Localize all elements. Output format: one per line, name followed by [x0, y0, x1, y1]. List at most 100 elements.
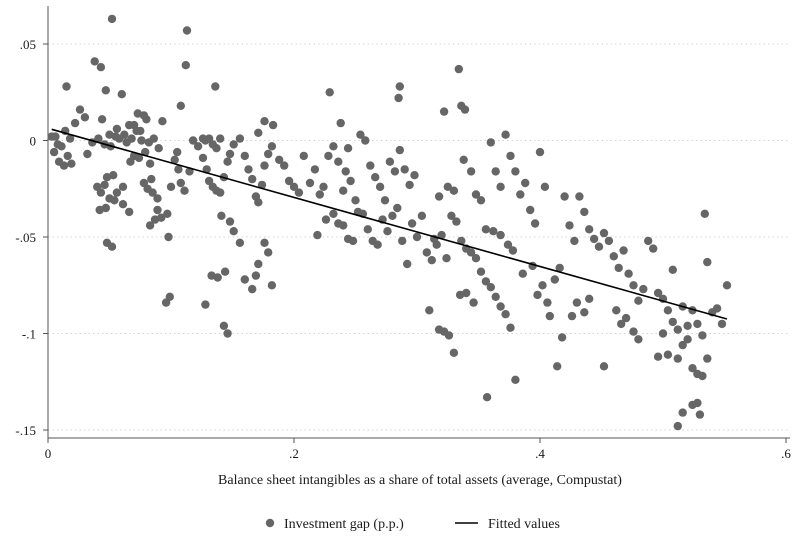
scatter-point: [267, 142, 277, 151]
scatter-point: [313, 230, 322, 240]
scatter-point: [97, 115, 107, 124]
scatter-point: [67, 159, 76, 168]
scatter-point: [560, 192, 569, 201]
scatter-point: [134, 153, 144, 163]
scatter-point: [112, 188, 122, 197]
scatter-point: [96, 188, 106, 197]
scatter-point: [712, 304, 722, 313]
scatter-point: [127, 134, 136, 143]
scatter-point: [678, 408, 687, 417]
y-tick-label: -.15: [15, 423, 36, 438]
scatter-point: [388, 211, 397, 220]
scatter-point: [476, 267, 486, 276]
scatter-point: [181, 60, 190, 70]
scatter-point: [624, 269, 633, 278]
scatter-point: [437, 230, 446, 240]
scatter-point: [491, 292, 500, 301]
scatter-point: [310, 165, 320, 174]
scatter-point: [629, 327, 638, 336]
scatter-point: [567, 311, 577, 321]
scatter-point: [410, 171, 419, 180]
scatter-point: [538, 281, 547, 290]
scatter-point: [533, 290, 542, 300]
scatter-point: [621, 313, 631, 323]
scatter-point: [153, 194, 162, 203]
legend-label-fitted-values: Fitted values: [488, 517, 560, 532]
scatter-point: [59, 161, 69, 170]
scatter-point: [400, 165, 409, 174]
scatter-point: [90, 57, 99, 66]
y-tick-label: -.05: [15, 230, 36, 245]
scatter-point: [422, 248, 431, 257]
scatter-point: [211, 82, 220, 91]
scatter-point: [614, 263, 623, 273]
scatter-point: [125, 207, 134, 217]
scatter-point: [260, 238, 269, 247]
scatter-point: [585, 294, 594, 303]
scatter-point: [427, 256, 436, 265]
scatter-point: [653, 288, 663, 298]
fitted-line: [51, 128, 728, 320]
scatter-point: [683, 321, 692, 330]
scatter-point: [511, 167, 520, 176]
scatter-point: [201, 300, 210, 309]
y-ticks: .05 0 -.05 -.1 -.15: [15, 37, 48, 438]
scatter-point: [580, 308, 589, 317]
x-tick-label: .4: [535, 446, 545, 461]
scatter-point: [280, 161, 289, 170]
scatter-point: [251, 271, 261, 280]
scatter-point: [668, 265, 677, 274]
scatter-point: [149, 134, 158, 143]
y-tick-label: -.1: [22, 327, 36, 342]
scatter-point: [518, 269, 527, 278]
scatter-point: [117, 90, 127, 99]
scatter-point: [375, 182, 385, 191]
scatter-point: [240, 151, 249, 161]
scatter-point: [248, 174, 257, 184]
scatter-point: [315, 190, 324, 199]
scatter-point: [703, 257, 712, 267]
scatter-point: [110, 196, 119, 205]
scatter-point: [100, 180, 109, 190]
scatter-point: [373, 240, 382, 249]
scatter-point: [325, 88, 334, 97]
scatter-point: [264, 149, 273, 159]
scatter-point: [47, 132, 56, 141]
scatter-point: [482, 393, 492, 402]
scatter-point: [150, 215, 160, 224]
x-tick-label: .6: [781, 446, 791, 461]
scatter-point: [319, 182, 328, 191]
scatter-point: [216, 134, 225, 143]
scatter-point: [557, 333, 567, 342]
scatter-point: [174, 165, 183, 174]
scatter-point: [145, 221, 155, 230]
scatter-point: [334, 157, 343, 166]
scatter-point: [412, 232, 422, 242]
scatter-point: [118, 200, 128, 209]
scatter-point: [133, 109, 142, 118]
scatter-point: [405, 180, 414, 190]
scatter-point: [403, 259, 412, 269]
scatter-point: [102, 238, 112, 247]
scatter-point: [75, 105, 85, 114]
scatter-point: [658, 329, 668, 338]
scatter-point: [356, 130, 365, 139]
scatter-point: [491, 167, 500, 176]
scatter-point: [476, 196, 486, 205]
scatter-point: [49, 147, 59, 157]
scatter-point: [496, 230, 505, 240]
scatter-point: [163, 209, 172, 218]
scatter-point: [142, 115, 151, 124]
scatter-point: [466, 167, 476, 176]
scatter-point: [244, 165, 253, 174]
scatter-point: [444, 331, 454, 340]
scatter-point: [629, 281, 638, 290]
scatter-point: [698, 331, 707, 340]
scatter-point: [336, 118, 345, 128]
scatter-point: [580, 207, 589, 217]
scatter-point: [390, 167, 400, 176]
scatter-point: [118, 182, 128, 191]
scatter-point: [371, 173, 380, 182]
fitted-line-group: [51, 128, 728, 320]
